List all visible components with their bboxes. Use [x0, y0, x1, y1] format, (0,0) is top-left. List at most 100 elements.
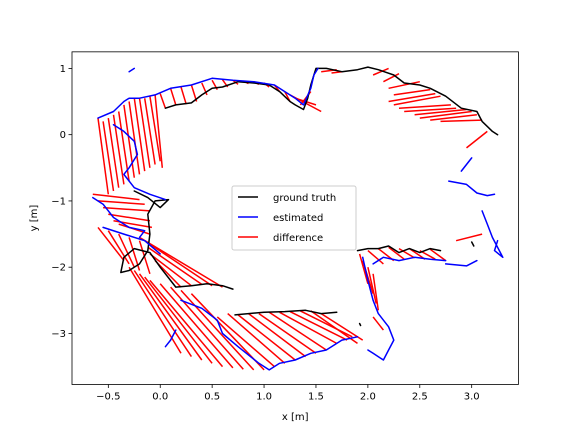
- ground-truth-line: [234, 309, 338, 316]
- x-tick-label: −0.5: [96, 391, 120, 402]
- difference-line: [128, 266, 182, 354]
- difference-line: [118, 233, 135, 268]
- x-tick-label: 1.5: [308, 391, 324, 402]
- difference-line: [102, 121, 115, 192]
- ground-truth-line: [164, 66, 499, 136]
- difference-line: [159, 93, 167, 109]
- difference-line: [320, 312, 364, 341]
- plot-area: [92, 66, 504, 371]
- difference-line: [97, 117, 110, 195]
- difference-line: [180, 289, 255, 371]
- legend-ground-truth-label: ground truth: [273, 193, 336, 204]
- difference-line: [143, 98, 156, 165]
- difference-line: [393, 95, 441, 106]
- difference-line: [149, 96, 161, 162]
- estimated-line: [180, 299, 359, 371]
- ground-truth-line: [120, 190, 234, 290]
- difference-line: [388, 80, 420, 90]
- difference-lines: [92, 67, 488, 371]
- difference-line: [138, 240, 151, 275]
- difference-line: [268, 311, 327, 351]
- difference-line: [398, 247, 415, 259]
- difference-line: [103, 206, 150, 212]
- y-tick-label: −3: [51, 329, 66, 340]
- y-tick-label: −1: [51, 196, 66, 207]
- legend: ground truth estimated difference: [231, 185, 357, 251]
- difference-line: [144, 276, 213, 364]
- x-tick-label: 3.0: [464, 391, 480, 402]
- x-tick-label: 0.0: [152, 391, 168, 402]
- difference-line: [455, 233, 483, 242]
- estimated-line: [372, 256, 447, 265]
- difference-line: [107, 117, 120, 188]
- estimated-line: [444, 259, 478, 267]
- estimated-line: [97, 67, 319, 119]
- estimated-line: [92, 196, 146, 239]
- ground-truth-line: [470, 241, 475, 247]
- difference-line: [227, 313, 286, 364]
- difference-line: [404, 107, 457, 113]
- x-tick-label: 2.5: [412, 391, 428, 402]
- estimated-line: [481, 210, 504, 259]
- difference-line: [383, 73, 400, 83]
- x-tick-label: 2.0: [360, 391, 376, 402]
- difference-line: [367, 250, 384, 265]
- legend-difference-label: difference: [273, 233, 323, 244]
- difference-line: [133, 98, 146, 172]
- estimated-line: [102, 226, 161, 255]
- difference-line: [92, 193, 140, 201]
- difference-line: [138, 273, 203, 361]
- y-axis-label: y [m]: [29, 205, 40, 232]
- estimated-line: [448, 180, 496, 197]
- difference-line: [154, 94, 164, 168]
- difference-line: [372, 316, 384, 331]
- difference-line: [107, 230, 130, 265]
- difference-line: [123, 104, 136, 178]
- difference-line: [149, 279, 224, 368]
- difference-line: [440, 119, 483, 123]
- x-axis-ticks: −0.5 0.0 0.5 1.0 1.5 2.0 2.5 3.0: [96, 384, 480, 402]
- difference-line: [300, 310, 353, 338]
- difference-line: [414, 108, 467, 116]
- ground-truth-line: [358, 322, 362, 327]
- difference-line: [388, 246, 405, 260]
- difference-line: [430, 114, 477, 121]
- x-axis-label: x [m]: [282, 412, 309, 423]
- difference-line: [398, 104, 451, 109]
- difference-line: [147, 246, 203, 286]
- difference-line: [180, 86, 187, 105]
- difference-line: [169, 88, 177, 106]
- difference-line: [372, 67, 389, 76]
- difference-line: [372, 273, 380, 311]
- estimated-line: [361, 256, 395, 361]
- x-tick-label: 1.0: [256, 391, 272, 402]
- difference-line: [144, 240, 213, 287]
- ground-truth-line: [356, 245, 442, 254]
- estimated-line: [164, 329, 177, 348]
- y-tick-label: 0: [60, 130, 66, 141]
- estimated-line: [460, 157, 473, 172]
- difference-line: [279, 311, 338, 345]
- y-axis-ticks: −3 −2 −1 0 1: [51, 64, 72, 340]
- difference-line: [258, 312, 317, 354]
- difference-line: [466, 130, 488, 149]
- difference-line: [128, 101, 141, 175]
- legend-box: [231, 185, 357, 251]
- difference-line: [248, 313, 307, 358]
- difference-line: [419, 110, 472, 119]
- estimated-line: [128, 67, 136, 73]
- ground-truth-series: [120, 66, 499, 327]
- axes-frame: [71, 51, 519, 385]
- difference-line: [159, 283, 234, 369]
- difference-line: [393, 88, 431, 96]
- y-tick-label: 1: [60, 64, 66, 75]
- x-tick-label: 0.5: [204, 391, 220, 402]
- difference-line: [133, 270, 193, 358]
- difference-line: [216, 316, 275, 368]
- difference-line: [358, 253, 369, 285]
- difference-line: [237, 314, 296, 361]
- difference-line: [138, 98, 151, 168]
- legend-estimated-label: estimated: [273, 213, 323, 224]
- difference-line: [289, 310, 348, 341]
